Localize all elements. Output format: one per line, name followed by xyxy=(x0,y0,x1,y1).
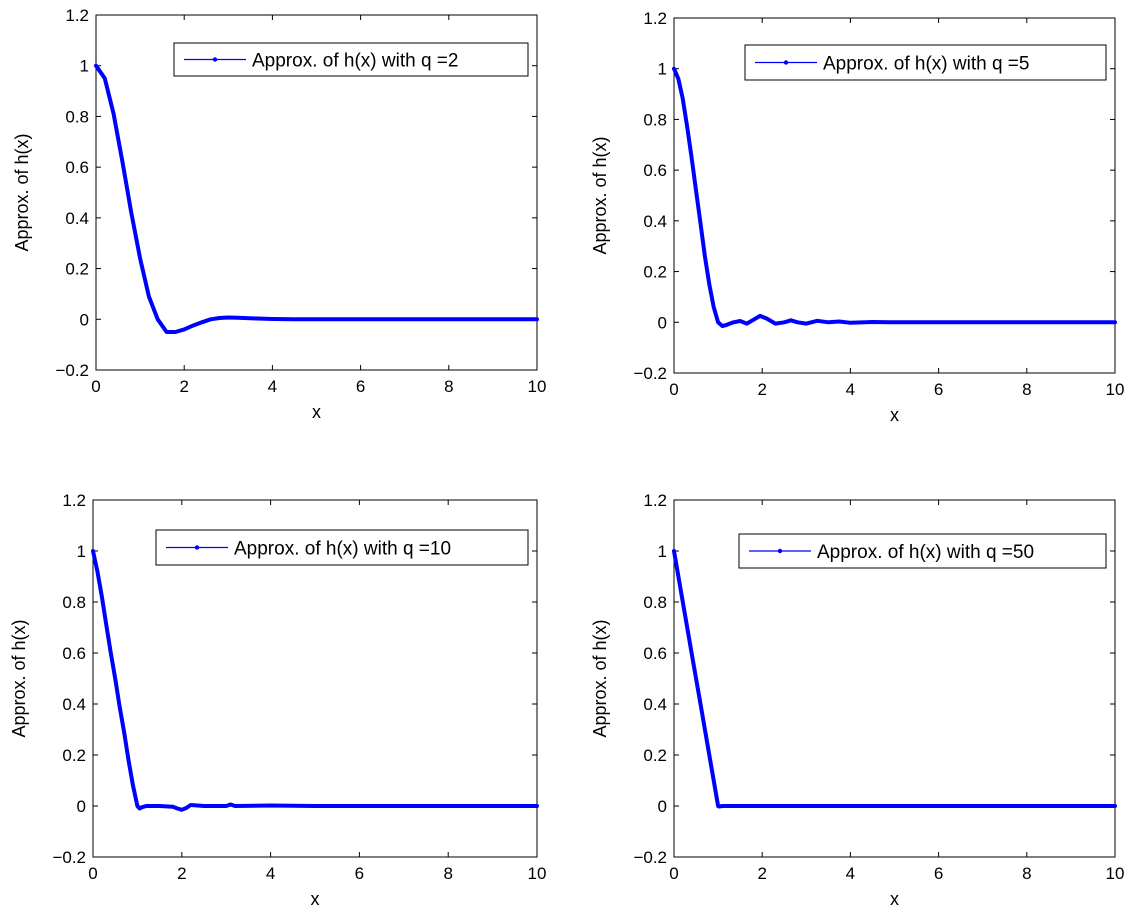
x-tick-label: 0 xyxy=(669,380,678,399)
x-tick-label: 8 xyxy=(444,377,453,396)
legend-marker xyxy=(212,57,218,62)
x-tick-label: 4 xyxy=(268,377,277,396)
x-tick-label: 10 xyxy=(1106,864,1125,883)
legend-label: Approx. of h(x) with q =2 xyxy=(252,51,458,72)
x-tick-label: 10 xyxy=(528,377,547,396)
y-tick-label: 0.4 xyxy=(643,212,667,231)
x-tick-label: 6 xyxy=(356,377,365,396)
legend-label: Approx. of h(x) with q =5 xyxy=(823,54,1029,75)
series-line xyxy=(672,66,1117,329)
y-tick-label: 1 xyxy=(658,542,667,561)
y-tick-label: 0.2 xyxy=(62,746,86,765)
x-axis-label: x xyxy=(890,405,899,425)
y-tick-label: 0.2 xyxy=(643,746,667,765)
series-line xyxy=(91,549,539,812)
x-tick-label: 10 xyxy=(1106,380,1125,399)
y-axis-label: Approx. of h(x) xyxy=(590,619,610,737)
y-axis-label: Approx. of h(x) xyxy=(9,619,29,737)
series-line xyxy=(672,549,1117,809)
y-tick-label: 0.4 xyxy=(65,209,89,228)
legend-marker xyxy=(783,60,789,65)
x-tick-label: 6 xyxy=(934,864,943,883)
y-tick-label: 0.2 xyxy=(643,263,667,282)
y-tick-label: 0.4 xyxy=(643,695,667,714)
y-tick-label: 1 xyxy=(658,60,667,79)
y-tick-label: 0.6 xyxy=(643,644,667,663)
x-tick-label: 6 xyxy=(934,380,943,399)
y-tick-label: −0.2 xyxy=(633,848,667,867)
x-axis-label: x xyxy=(311,889,320,909)
x-tick-label: 2 xyxy=(757,380,766,399)
x-tick-label: 4 xyxy=(266,864,275,883)
y-tick-label: 0.8 xyxy=(65,107,89,126)
plot-frame xyxy=(95,14,538,371)
y-tick-label: 0 xyxy=(658,313,667,332)
x-axis-label: x xyxy=(890,889,899,909)
legend-label: Approx. of h(x) with q =50 xyxy=(817,542,1034,563)
x-tick-label: 2 xyxy=(757,864,766,883)
x-tick-label: 8 xyxy=(1022,380,1031,399)
y-tick-label: 1.2 xyxy=(643,491,667,510)
y-tick-label: 1 xyxy=(77,542,86,561)
y-tick-label: 1.2 xyxy=(643,9,667,28)
y-tick-label: 0 xyxy=(80,310,89,329)
legend-label: Approx. of h(x) with q =10 xyxy=(234,539,451,560)
y-tick-label: 0.6 xyxy=(62,644,86,663)
y-tick-label: 0.4 xyxy=(62,695,86,714)
y-axis-label: Approx. of h(x) xyxy=(12,133,32,251)
y-tick-label: 0.8 xyxy=(62,593,86,612)
x-tick-label: 4 xyxy=(846,864,855,883)
x-tick-label: 6 xyxy=(355,864,364,883)
y-tick-label: 0.2 xyxy=(65,260,89,279)
legend-marker xyxy=(194,545,200,550)
plot-frame xyxy=(673,499,1116,858)
y-tick-label: 1.2 xyxy=(62,491,86,510)
y-tick-label: −0.2 xyxy=(633,364,667,383)
x-tick-label: 8 xyxy=(443,864,452,883)
legend-marker xyxy=(777,548,783,554)
y-tick-label: 0.6 xyxy=(643,161,667,180)
plot-frame xyxy=(92,499,538,858)
y-tick-label: −0.2 xyxy=(55,361,89,380)
y-tick-label: 0.6 xyxy=(65,158,89,177)
plot-frame xyxy=(673,17,1116,374)
y-axis-label: Approx. of h(x) xyxy=(590,136,610,254)
x-tick-label: 0 xyxy=(91,377,100,396)
y-tick-label: 0 xyxy=(77,797,86,816)
y-tick-label: 0 xyxy=(658,797,667,816)
y-tick-label: 1.2 xyxy=(65,6,89,25)
x-tick-label: 4 xyxy=(846,380,855,399)
y-tick-label: 1 xyxy=(80,57,89,76)
x-tick-label: 10 xyxy=(528,864,547,883)
x-tick-label: 2 xyxy=(177,864,186,883)
x-tick-label: 8 xyxy=(1022,864,1031,883)
y-tick-label: 0.8 xyxy=(643,110,667,129)
series-line xyxy=(94,63,539,334)
x-tick-label: 0 xyxy=(88,864,97,883)
y-tick-label: 0.8 xyxy=(643,593,667,612)
x-tick-label: 2 xyxy=(179,377,188,396)
x-tick-label: 0 xyxy=(669,864,678,883)
y-tick-label: −0.2 xyxy=(52,848,86,867)
x-axis-label: x xyxy=(312,402,321,422)
